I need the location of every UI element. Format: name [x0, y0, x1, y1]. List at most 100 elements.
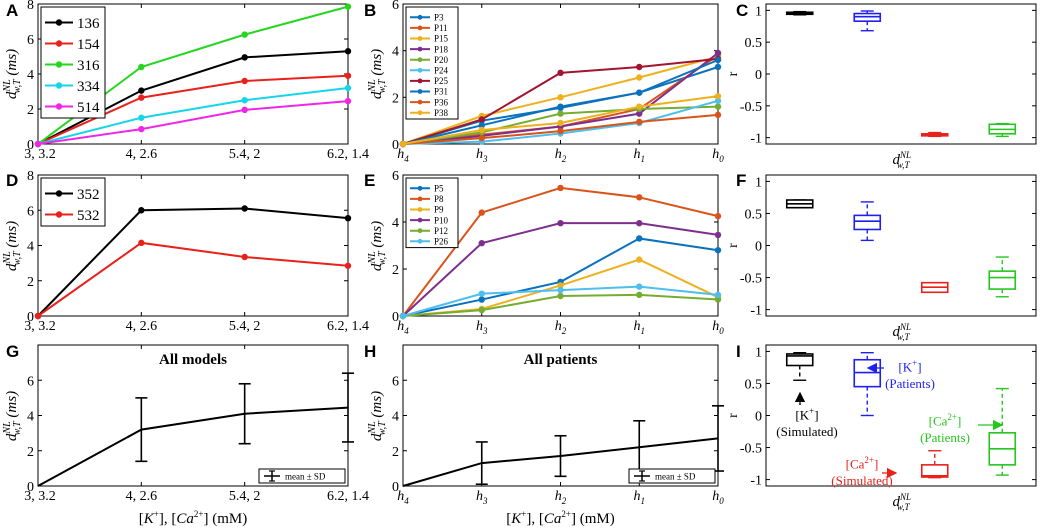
- y-tick-label: 0: [27, 310, 34, 325]
- data-point: [557, 282, 564, 289]
- data-point: [34, 140, 42, 148]
- data-point: [478, 122, 485, 129]
- y-tick-label: 2: [392, 91, 399, 106]
- legend-marker: [417, 228, 423, 234]
- series-P26: [399, 283, 722, 320]
- legend-label: P26: [434, 237, 449, 247]
- legend-label: P5: [434, 184, 444, 194]
- legend-marker: [417, 36, 423, 41]
- legend-label: P10: [434, 215, 449, 225]
- legend-marker: [417, 78, 423, 84]
- panel-letter: E: [364, 171, 375, 190]
- data-point: [241, 106, 248, 114]
- y-tick-label: -1: [750, 304, 762, 319]
- series-line: [37, 207, 349, 317]
- data-point: [714, 247, 722, 254]
- axes-frame: [765, 174, 1037, 317]
- y-tick-label: 4: [27, 410, 34, 425]
- panel-letter: B: [364, 1, 376, 20]
- data-point: [636, 283, 643, 290]
- legend-label: P24: [434, 66, 449, 76]
- y-tick-label: 1: [755, 175, 762, 190]
- data-point: [138, 207, 145, 214]
- data-point: [138, 125, 145, 133]
- data-point: [138, 94, 145, 101]
- data-point: [478, 239, 485, 247]
- y-tick-label: -0.5: [740, 100, 762, 115]
- legend-marker: [55, 61, 63, 68]
- legend-marker: [417, 196, 423, 202]
- legend-marker: [417, 46, 423, 52]
- data-point: [34, 312, 42, 320]
- y-axis-label: r: [726, 243, 741, 248]
- legend-label: P20: [434, 55, 449, 65]
- legend-label: mean ± SD: [655, 472, 696, 482]
- y-tick-label: 6: [392, 374, 399, 389]
- data-point: [636, 110, 643, 117]
- mean-sd-series: [37, 372, 354, 487]
- y-tick-label: 6: [27, 204, 34, 219]
- legend-label: 352: [77, 187, 100, 203]
- legend-box: [40, 177, 106, 227]
- y-tick-label: 0: [755, 240, 762, 255]
- data-point: [557, 69, 564, 77]
- data-point: [241, 253, 248, 261]
- y-axis-label: r: [726, 413, 741, 418]
- y-tick-label: 0: [27, 480, 34, 495]
- data-point: [478, 306, 485, 314]
- box-body: [988, 270, 1017, 290]
- panel-letter: I: [736, 342, 741, 361]
- y-tick-label: 8: [27, 169, 34, 184]
- legend-label: P8: [434, 194, 444, 204]
- data-point: [636, 103, 643, 110]
- box-4: [988, 387, 1017, 476]
- data-point: [714, 296, 722, 303]
- box-1: [785, 10, 814, 16]
- legend-label: 154: [77, 37, 100, 53]
- y-tick-label: 2: [27, 275, 34, 290]
- panel-g: G 0 2 4 6 All models mean ± SD: [6, 342, 354, 495]
- y-tick-label: 0: [392, 138, 399, 153]
- data-point: [636, 63, 643, 71]
- data-point: [344, 262, 352, 269]
- legend: mean ± SD: [258, 468, 346, 484]
- legend-box: [40, 6, 106, 119]
- legend-label: P15: [434, 34, 449, 44]
- legend-marker: [417, 14, 423, 20]
- y-tick-label: 2: [27, 103, 34, 118]
- data-point: [714, 49, 722, 57]
- box-body: [853, 214, 882, 231]
- y-tick-label: 4: [27, 240, 34, 255]
- legend: 136 154 316 334 514: [40, 6, 106, 119]
- panel-title: All models: [159, 352, 227, 368]
- data-point: [557, 110, 564, 117]
- data-point: [636, 194, 643, 201]
- legend-marker: [55, 190, 63, 197]
- panel-letter: C: [736, 1, 748, 20]
- box-2: [853, 201, 882, 242]
- legend-marker: [417, 110, 423, 116]
- legend-label: P9: [434, 205, 444, 215]
- y-tick-label: 6: [27, 33, 34, 48]
- legend-marker: [417, 99, 423, 105]
- y-tick-label: -0.5: [740, 272, 762, 287]
- data-point: [714, 291, 722, 299]
- legend-marker: [417, 185, 423, 191]
- legend-marker: [55, 40, 63, 47]
- legend-label: 136: [77, 16, 100, 32]
- panel-title: All patients: [524, 352, 598, 368]
- data-point: [241, 205, 248, 212]
- y-tick-label: -1: [750, 132, 762, 147]
- legend-box: [405, 177, 459, 249]
- series-line: [37, 241, 349, 317]
- data-point: [557, 119, 564, 127]
- panel-a: A 0 2 4 6 8 136 154 316 334 514: [6, 0, 352, 153]
- data-point: [636, 74, 643, 81]
- data-point: [636, 118, 643, 126]
- data-point: [138, 114, 145, 121]
- y-tick-label: 0: [392, 310, 399, 325]
